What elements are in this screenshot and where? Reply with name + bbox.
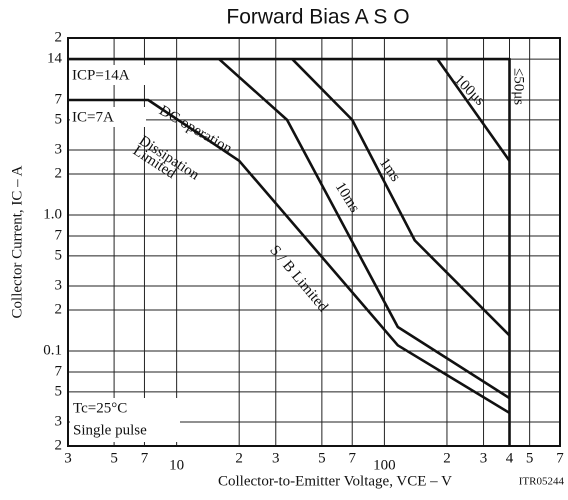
y-tick-label: 3 xyxy=(55,413,63,429)
y-tick-label: 7 xyxy=(55,227,63,243)
x-tick-label: 5 xyxy=(110,450,118,466)
series-line xyxy=(436,58,511,162)
y-tick-label: 2 xyxy=(55,301,63,317)
x-tick-label: 7 xyxy=(348,450,356,466)
x-tick-label: 3 xyxy=(480,450,488,466)
y-tick-label: 14 xyxy=(47,51,63,67)
series-line xyxy=(68,57,511,446)
x-tick-label: 7 xyxy=(141,450,149,466)
y-tick-label: 5 xyxy=(55,247,63,263)
annotation: ICP=14A xyxy=(72,67,130,83)
y-tick-label: 2 xyxy=(55,437,63,453)
y-tick-label: 0.1 xyxy=(43,342,62,358)
y-tick-label: 7 xyxy=(55,91,63,107)
y-tick-label: 3 xyxy=(55,277,63,293)
x-tick-label: 3 xyxy=(64,450,72,466)
chart-title: Forward Bias A S O xyxy=(226,6,409,29)
x-tick-label: 2 xyxy=(443,450,451,466)
y-axis-label: Collector Current, IC – A xyxy=(9,165,25,318)
x-tick-label: 100 xyxy=(373,457,396,473)
x-tick-label: 5 xyxy=(526,450,534,466)
x-tick-label: 7 xyxy=(556,450,564,466)
y-tick-label: 7 xyxy=(55,363,63,379)
y-tick-label: 5 xyxy=(55,383,63,399)
series-label: ≤50μs xyxy=(511,68,527,105)
annotation: Single pulse xyxy=(73,422,147,438)
x-tick-label: 3 xyxy=(272,450,280,466)
x-tick-label: 4 xyxy=(506,450,514,466)
series-line xyxy=(68,98,511,415)
y-tick-label: 5 xyxy=(55,111,63,127)
x-tick-label: 2 xyxy=(235,450,243,466)
x-tick-label: 10 xyxy=(169,457,184,473)
plot-frame xyxy=(67,37,561,447)
y-tick-label: 3 xyxy=(55,141,63,157)
y-tick-label: 1.0 xyxy=(43,206,62,222)
y-tick-label: 2 xyxy=(55,165,63,181)
x-tick-label: 5 xyxy=(318,450,326,466)
label-bg xyxy=(70,398,180,442)
x-axis-label: Collector-to-Emitter Voltage, VCE – V xyxy=(218,473,452,489)
label-bg xyxy=(70,65,170,85)
annotation: Tc=25°C xyxy=(73,400,127,416)
annotation: IC=7A xyxy=(72,109,114,125)
label-bg xyxy=(70,107,146,127)
y-tick-label: 2 xyxy=(55,29,63,45)
series-line xyxy=(291,58,511,337)
figure-code: ITR05244 xyxy=(519,476,565,488)
series-line xyxy=(218,58,511,400)
